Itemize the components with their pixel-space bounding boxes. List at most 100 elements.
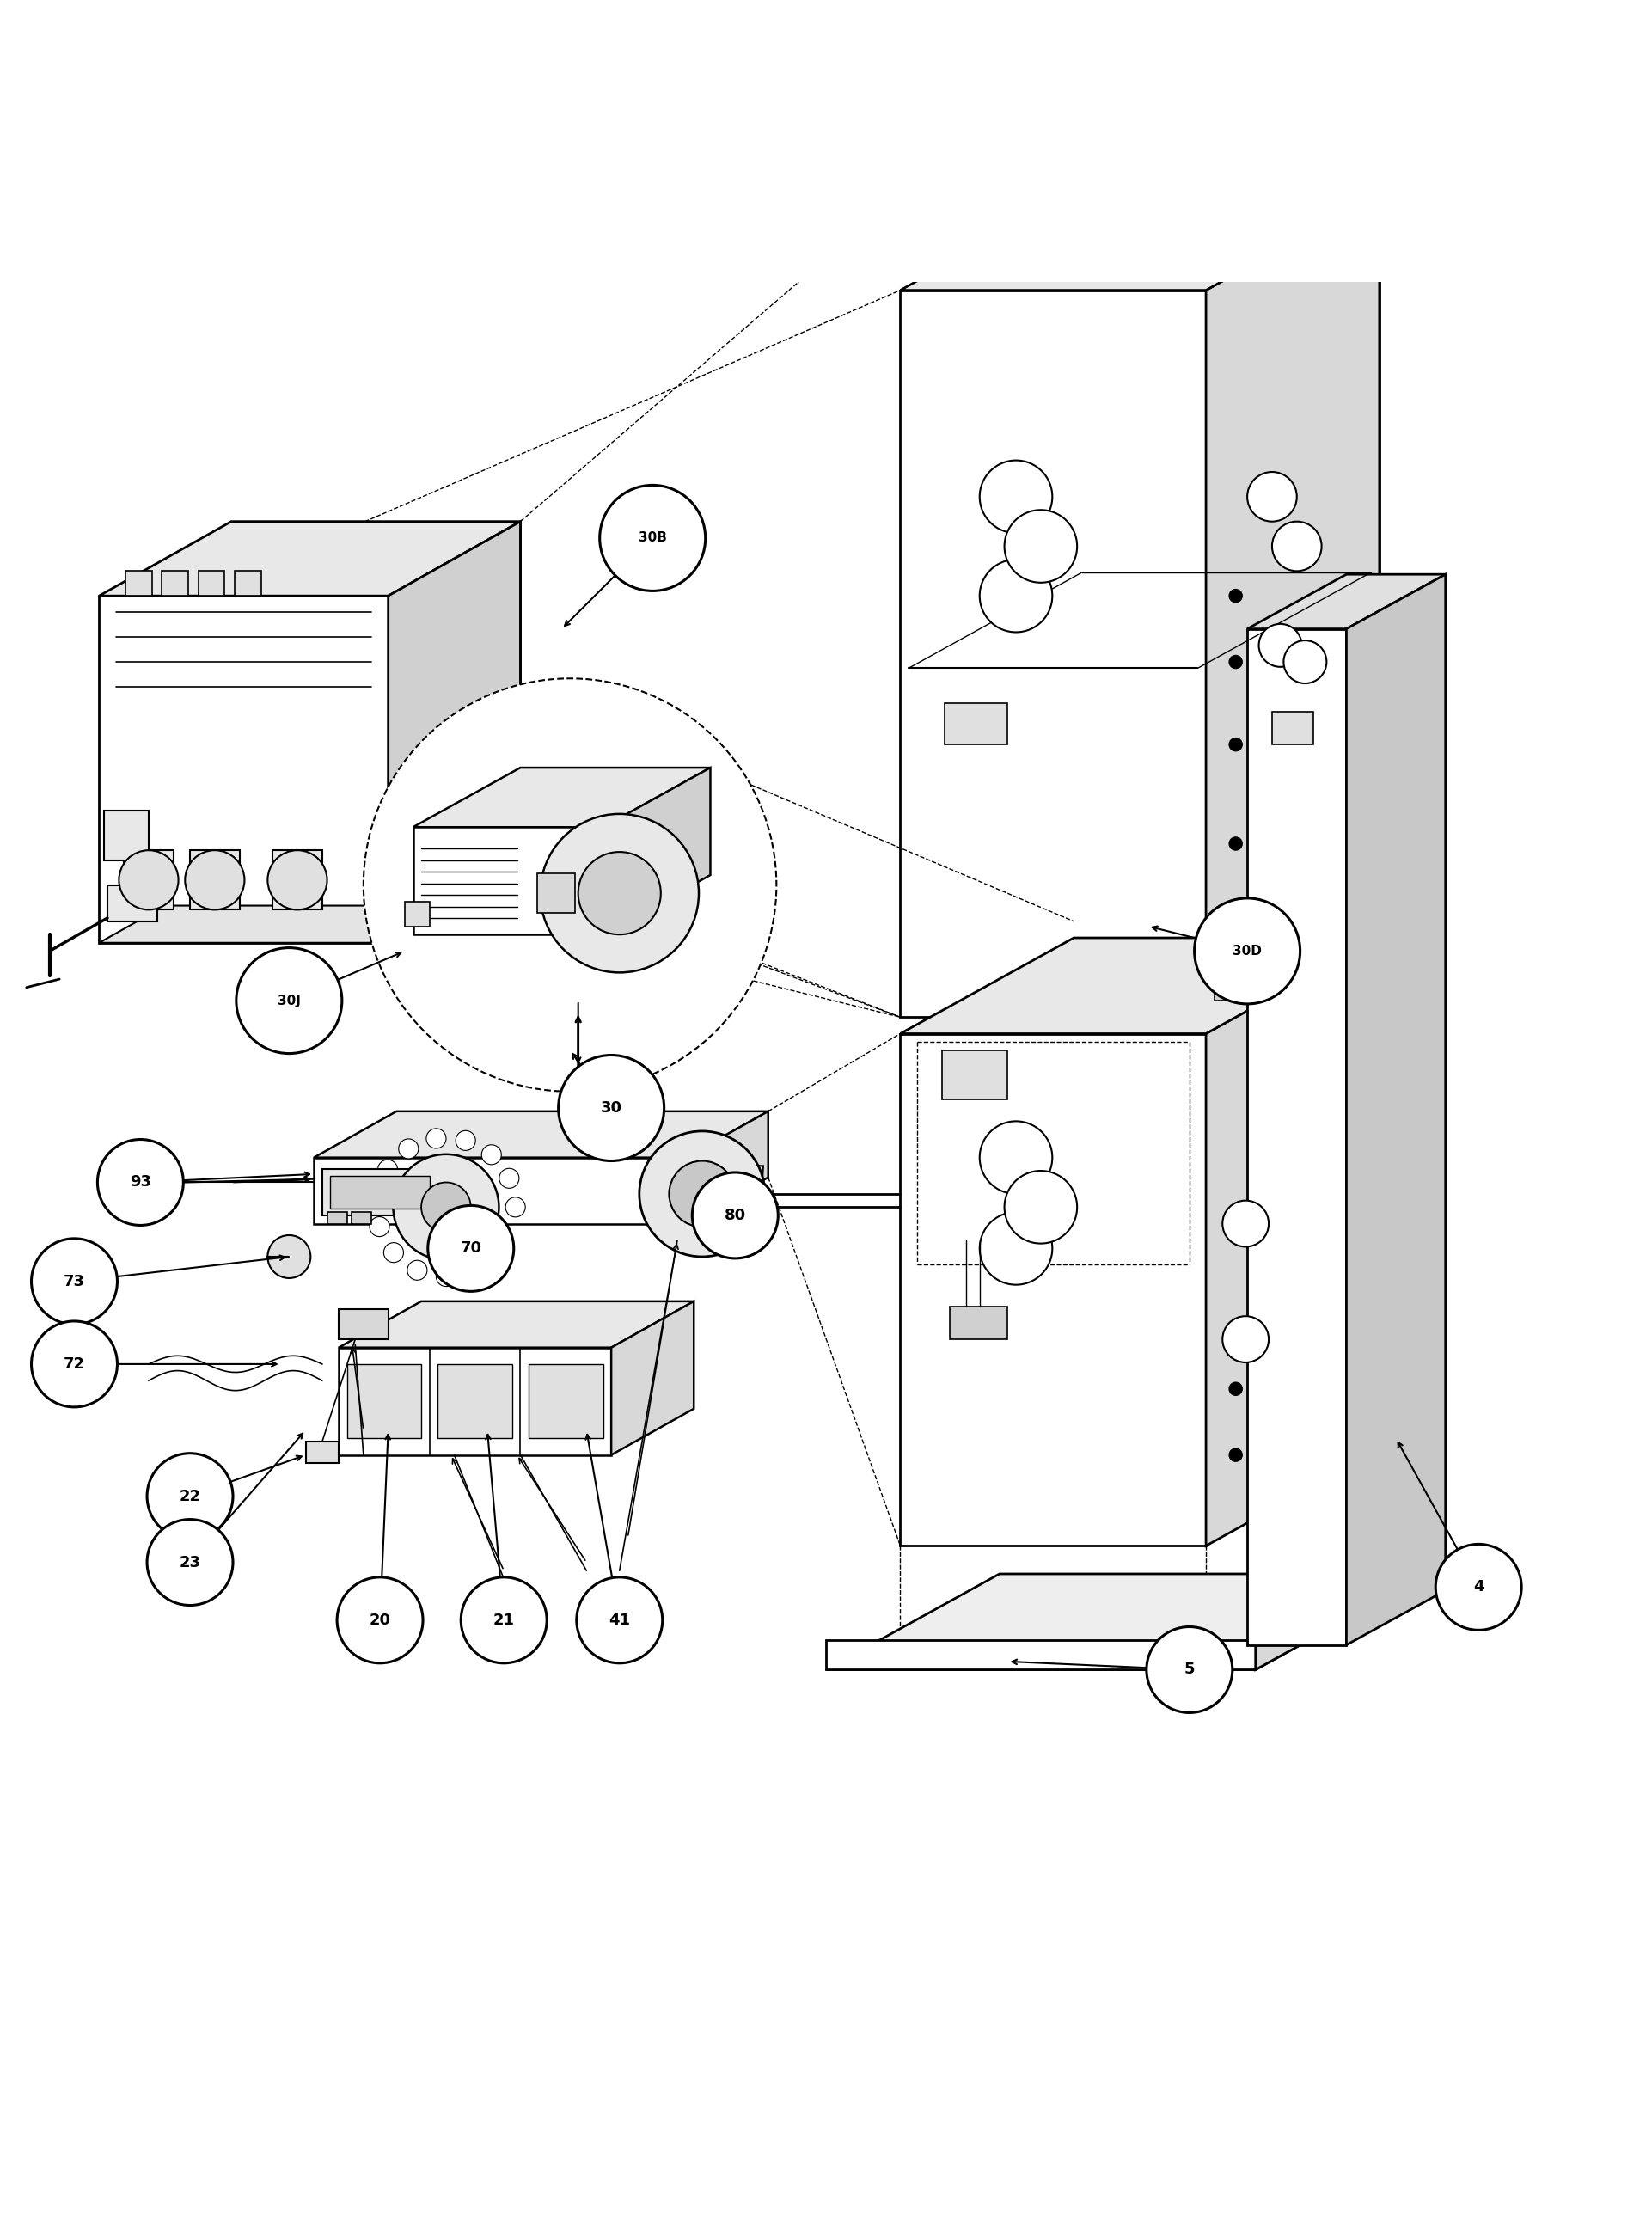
- Polygon shape: [306, 1443, 339, 1463]
- Circle shape: [97, 1139, 183, 1225]
- Polygon shape: [674, 1166, 763, 1221]
- Polygon shape: [405, 902, 430, 926]
- Polygon shape: [273, 851, 322, 911]
- Circle shape: [147, 1520, 233, 1604]
- Polygon shape: [1256, 1545, 1429, 1669]
- Circle shape: [31, 1321, 117, 1407]
- Text: 93: 93: [129, 1174, 152, 1190]
- Polygon shape: [950, 1305, 1008, 1338]
- Circle shape: [540, 813, 699, 973]
- Polygon shape: [314, 1110, 768, 1157]
- Circle shape: [31, 1239, 117, 1325]
- Circle shape: [600, 485, 705, 592]
- Circle shape: [1222, 1201, 1269, 1248]
- Polygon shape: [438, 1365, 512, 1438]
- Polygon shape: [99, 906, 454, 942]
- Text: 80: 80: [724, 1208, 747, 1223]
- Polygon shape: [388, 521, 520, 942]
- Text: 72: 72: [63, 1356, 86, 1372]
- Circle shape: [421, 1183, 471, 1232]
- Circle shape: [1229, 1383, 1242, 1396]
- Circle shape: [147, 1454, 233, 1540]
- Polygon shape: [1346, 574, 1446, 1644]
- Polygon shape: [198, 572, 225, 596]
- Circle shape: [1229, 1449, 1242, 1463]
- Polygon shape: [900, 290, 1206, 1017]
- Polygon shape: [1206, 195, 1379, 1017]
- Circle shape: [1272, 521, 1322, 572]
- Circle shape: [398, 1139, 418, 1159]
- Polygon shape: [900, 1033, 1206, 1547]
- Circle shape: [456, 1130, 476, 1150]
- Polygon shape: [686, 1110, 768, 1223]
- Circle shape: [428, 1206, 514, 1292]
- Text: 20: 20: [368, 1613, 392, 1629]
- Polygon shape: [942, 1050, 1008, 1099]
- Polygon shape: [190, 851, 240, 911]
- Polygon shape: [1074, 937, 1379, 1449]
- Circle shape: [669, 1161, 735, 1228]
- Circle shape: [370, 1217, 390, 1237]
- Circle shape: [1284, 640, 1327, 683]
- Polygon shape: [900, 937, 1379, 1033]
- Circle shape: [1004, 1170, 1077, 1243]
- Circle shape: [1229, 656, 1242, 669]
- Polygon shape: [413, 767, 710, 827]
- Polygon shape: [339, 1347, 611, 1456]
- Polygon shape: [99, 596, 388, 942]
- Polygon shape: [1247, 629, 1346, 1644]
- Text: 30B: 30B: [638, 532, 667, 545]
- Polygon shape: [330, 1177, 430, 1208]
- Polygon shape: [314, 1157, 686, 1223]
- Polygon shape: [162, 572, 188, 596]
- Text: 41: 41: [608, 1613, 631, 1629]
- Circle shape: [268, 1234, 311, 1279]
- Polygon shape: [231, 521, 520, 869]
- Circle shape: [980, 461, 1052, 534]
- Polygon shape: [900, 195, 1379, 290]
- Circle shape: [383, 1243, 403, 1263]
- Polygon shape: [322, 1170, 438, 1214]
- Circle shape: [1222, 1316, 1269, 1363]
- Circle shape: [378, 1159, 398, 1179]
- Polygon shape: [537, 873, 575, 913]
- Circle shape: [1259, 625, 1302, 667]
- Circle shape: [436, 1268, 456, 1287]
- Circle shape: [236, 948, 342, 1053]
- Text: 23: 23: [178, 1556, 202, 1571]
- Polygon shape: [1206, 937, 1379, 1547]
- Circle shape: [1229, 738, 1242, 751]
- Circle shape: [408, 1261, 428, 1281]
- Circle shape: [268, 851, 327, 911]
- Circle shape: [1229, 589, 1242, 603]
- Circle shape: [980, 1212, 1052, 1285]
- Polygon shape: [235, 572, 261, 596]
- Circle shape: [185, 851, 244, 911]
- Circle shape: [980, 558, 1052, 632]
- Circle shape: [506, 1197, 525, 1217]
- Circle shape: [639, 1130, 765, 1256]
- Polygon shape: [826, 1640, 1256, 1669]
- Text: 4: 4: [1474, 1580, 1483, 1596]
- Circle shape: [1194, 897, 1300, 1004]
- Polygon shape: [339, 1310, 388, 1338]
- Polygon shape: [413, 827, 603, 935]
- Circle shape: [692, 1172, 778, 1259]
- Polygon shape: [104, 811, 149, 860]
- Text: 22: 22: [178, 1489, 202, 1505]
- Circle shape: [1004, 510, 1077, 583]
- Polygon shape: [339, 1301, 694, 1347]
- Polygon shape: [611, 1301, 694, 1456]
- Polygon shape: [1247, 574, 1446, 629]
- Circle shape: [482, 1146, 502, 1166]
- Circle shape: [1436, 1545, 1521, 1631]
- Polygon shape: [529, 1365, 603, 1438]
- Polygon shape: [352, 1212, 372, 1223]
- Polygon shape: [1214, 968, 1247, 1002]
- Circle shape: [461, 1578, 547, 1664]
- Circle shape: [1146, 1627, 1232, 1713]
- Circle shape: [1247, 472, 1297, 521]
- Text: 70: 70: [459, 1241, 482, 1256]
- Polygon shape: [126, 572, 152, 596]
- Text: 30J: 30J: [278, 995, 301, 1006]
